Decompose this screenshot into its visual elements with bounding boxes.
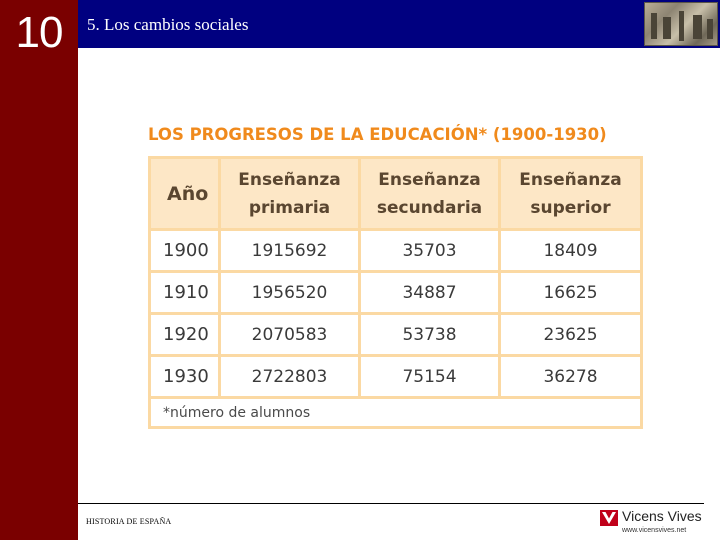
table-row: 1910 1956520 34887 16625 [148, 270, 643, 315]
education-table: Año Enseñanza primaria Enseñanza secunda… [148, 156, 643, 429]
header-thumbnail-image [644, 2, 718, 46]
publisher-brand[interactable]: Vicens Vives www.vicensvives.net [600, 508, 716, 538]
header-superior-line2: superior [530, 197, 611, 218]
brand-url: www.vicensvives.net [622, 527, 687, 534]
cell-superior: 36278 [498, 354, 643, 399]
chapter-number: 10 [15, 8, 64, 57]
slide-title: 5. Los cambios sociales [87, 15, 249, 34]
cell-primaria: 1956520 [218, 270, 361, 315]
cell-secundaria: 34887 [358, 270, 501, 315]
cell-superior: 16625 [498, 270, 643, 315]
vicens-vives-logo-icon [600, 510, 618, 526]
cell-primaria: 2070583 [218, 312, 361, 357]
cell-secundaria: 75154 [358, 354, 501, 399]
footer-divider [78, 503, 704, 504]
header-year: Año [148, 156, 221, 231]
header-primaria-line1: Enseñanza [238, 169, 341, 190]
table-row: 1930 2722803 75154 36278 [148, 354, 643, 399]
cell-primaria: 2722803 [218, 354, 361, 399]
cell-superior: 18409 [498, 228, 643, 273]
education-table-panel: LOS PROGRESOS DE LA EDUCACIÓN* (1900-193… [146, 120, 643, 429]
brand-name: Vicens Vives [622, 508, 702, 524]
cell-superior: 23625 [498, 312, 643, 357]
cell-secundaria: 53738 [358, 312, 501, 357]
cell-year: 1910 [148, 270, 221, 315]
table-note-row: *número de alumnos [148, 396, 643, 429]
header-superior-line1: Enseñanza [519, 169, 622, 190]
chapter-sidebar [0, 0, 78, 540]
cell-year: 1930 [148, 354, 221, 399]
header-primaria-line2: primaria [248, 197, 331, 218]
header-secundaria-line2: secundaria [376, 197, 483, 218]
table-row: 1920 2070583 53738 23625 [148, 312, 643, 357]
footer-subject: HISTORIA DE ESPAÑA [86, 517, 172, 526]
header-superior: Enseñanza superior [498, 156, 643, 231]
header-primaria: Enseñanza primaria [218, 156, 361, 231]
table-title: LOS PROGRESOS DE LA EDUCACIÓN* (1900-193… [148, 125, 607, 144]
table-note: *número de alumnos [148, 396, 643, 429]
cell-year: 1900 [148, 228, 221, 273]
table-header-row: Año Enseñanza primaria Enseñanza secunda… [148, 156, 643, 231]
header-secundaria: Enseñanza secundaria [358, 156, 501, 231]
cell-secundaria: 35703 [358, 228, 501, 273]
header-secundaria-line1: Enseñanza [378, 169, 481, 190]
cell-primaria: 1915692 [218, 228, 361, 273]
cell-year: 1920 [148, 312, 221, 357]
table-row: 1900 1915692 35703 18409 [148, 228, 643, 273]
title-bar [78, 0, 720, 48]
